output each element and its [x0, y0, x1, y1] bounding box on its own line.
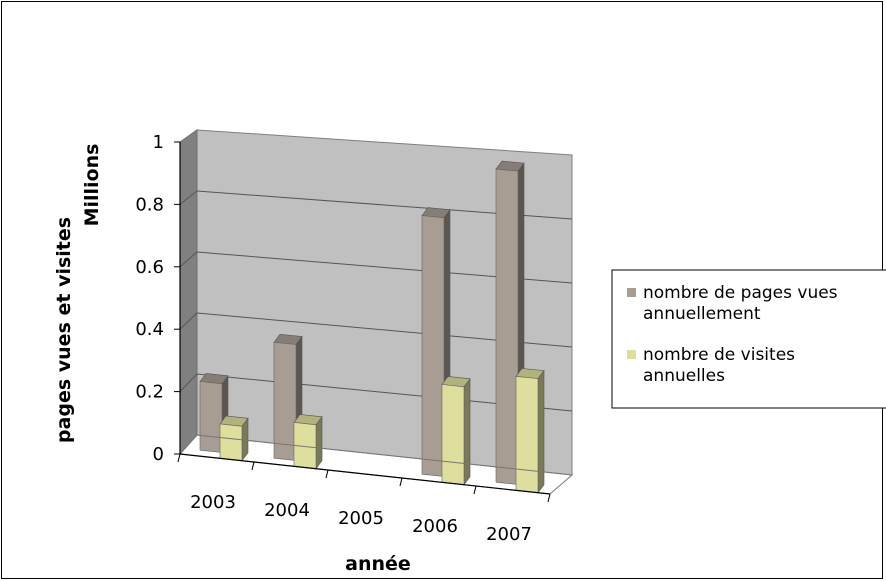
y-tick-label: 0.6	[135, 257, 164, 278]
gridline	[179, 190, 198, 205]
y-axis-title: pages vues et visites	[53, 217, 75, 443]
x-tick-label: 2006	[412, 516, 458, 537]
x-tick-mark	[399, 477, 403, 487]
chart-floor	[178, 142, 574, 495]
x-axis-title: année	[345, 553, 411, 575]
gridline	[179, 373, 198, 392]
bar-front	[441, 384, 465, 486]
x-tick-label: 2003	[190, 492, 236, 513]
bar	[199, 373, 229, 454]
y-tick-label: 0.4	[135, 319, 164, 340]
x-tick-mark	[251, 461, 255, 471]
legend-box	[611, 269, 886, 409]
legend-label: nombre de visites	[643, 345, 795, 365]
bar	[441, 376, 471, 486]
y-tick-label: 0	[153, 444, 164, 465]
gridline	[179, 312, 198, 330]
y-axis-unit-label: Millions	[81, 144, 103, 227]
bar-side	[537, 369, 545, 494]
bar-front	[515, 376, 539, 494]
x-tick-label: 2004	[264, 500, 310, 521]
bar	[293, 414, 323, 470]
legend-swatch	[627, 288, 636, 297]
bar-front	[219, 423, 243, 462]
bar-front	[495, 168, 519, 485]
bar-side	[315, 415, 323, 470]
bar-front	[273, 341, 297, 461]
gridline	[179, 251, 198, 268]
x-axis-line	[179, 453, 551, 495]
x-tick-mark	[177, 453, 181, 463]
legend-label: annuellement	[643, 304, 761, 324]
x-tick-mark	[473, 485, 477, 495]
x-tick-label: 2007	[486, 524, 532, 545]
y-axis-ticks: 0 0.2 0.4 0.6 0.8 1	[135, 132, 180, 465]
side-wall	[179, 129, 198, 456]
y-tick-label: 0.8	[135, 194, 164, 215]
legend-swatch	[627, 350, 636, 359]
bar	[515, 368, 545, 494]
bars	[199, 160, 545, 494]
x-tick-label: 2005	[338, 508, 384, 529]
legend-label: nombre de pages vues	[643, 283, 838, 303]
legend-label: annuelles	[643, 366, 725, 386]
bar	[219, 415, 249, 462]
x-tick-mark	[547, 493, 551, 503]
x-axis-ticks: 2003 2004 2005 2006 2007	[177, 453, 551, 545]
y-tick-label: 1	[153, 132, 164, 153]
bar-side	[463, 377, 471, 486]
y-tick-label: 0.2	[135, 382, 164, 403]
x-tick-mark	[325, 469, 329, 479]
bar-front	[199, 381, 223, 453]
bar-front	[421, 215, 445, 477]
